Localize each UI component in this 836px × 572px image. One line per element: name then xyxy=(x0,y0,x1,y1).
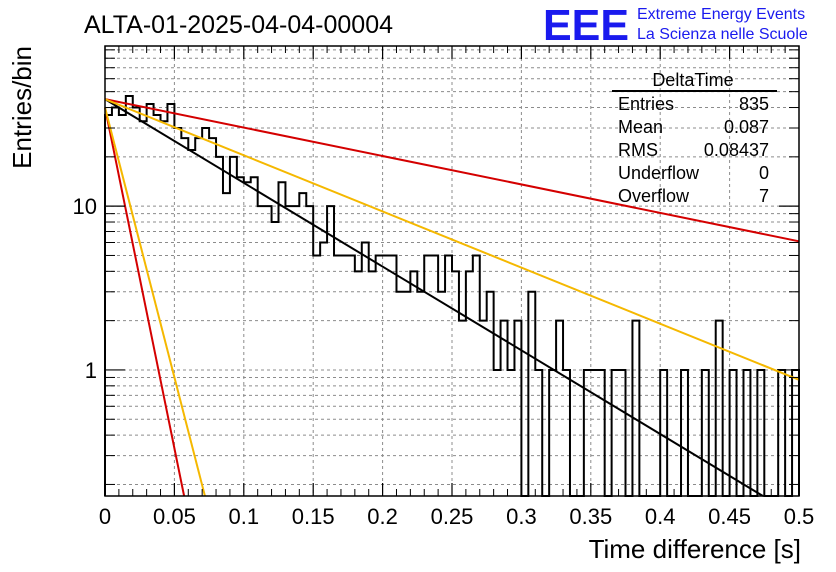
stat-label: Underflow xyxy=(618,163,700,183)
x-tick-label: 0.1 xyxy=(229,504,260,529)
stats-title: DeltaTime xyxy=(652,70,733,90)
stat-value: 835 xyxy=(739,94,769,114)
stat-label: Entries xyxy=(618,94,674,114)
org-name-line2: La Scienza nelle Scuole xyxy=(637,26,808,43)
stat-label: Overflow xyxy=(618,186,690,206)
run-title: ALTA-01-2025-04-04-00004 xyxy=(84,11,393,39)
x-tick-label: 0.45 xyxy=(708,504,751,529)
plot-area xyxy=(104,95,800,497)
fit-line-orange xyxy=(104,107,206,497)
org-name-line1: Extreme Energy Events xyxy=(637,6,805,23)
x-tick-label: 0.3 xyxy=(506,504,537,529)
stat-value: 7 xyxy=(759,186,769,206)
stat-value: 0.08437 xyxy=(704,140,769,160)
grid xyxy=(105,46,799,496)
fit-line-orange xyxy=(104,98,800,381)
fit-line-red xyxy=(104,98,800,243)
x-axis: 0 0.05 0.1 0.15 0.2 0.25 0.3 0.35 0.4 0.45 0.5 xyxy=(99,46,814,529)
x-tick-label: 0 xyxy=(99,504,111,529)
stat-value: 0 xyxy=(759,163,769,183)
x-tick-label: 0.5 xyxy=(784,504,815,529)
x-axis-label: Time difference [s] xyxy=(589,534,801,564)
stat-value: 0.087 xyxy=(724,117,769,137)
stat-label: RMS xyxy=(618,140,658,160)
histogram xyxy=(104,95,800,497)
fit-line-black xyxy=(104,98,764,497)
x-tick-label: 0.05 xyxy=(153,504,196,529)
stats-box: DeltaTime Entries 835 Mean 0.087 RMS 0.08437U… xyxy=(612,70,777,206)
fit-line-red xyxy=(104,107,186,497)
y-axis: 1 10 xyxy=(73,49,799,485)
x-tick-label: 0.25 xyxy=(431,504,474,529)
fit-lines xyxy=(104,98,800,497)
y-tick-label: 10 xyxy=(73,194,97,219)
x-tick-label: 0.4 xyxy=(645,504,676,529)
x-tick-label: 0.35 xyxy=(569,504,612,529)
x-tick-label: 0.2 xyxy=(367,504,398,529)
x-tick-label: 0.15 xyxy=(292,504,335,529)
eee-logo: EEE xyxy=(543,1,629,50)
stat-label: Mean xyxy=(618,117,663,137)
y-axis-label: Entries/bin xyxy=(7,46,37,169)
y-tick-label: 1 xyxy=(85,358,97,383)
